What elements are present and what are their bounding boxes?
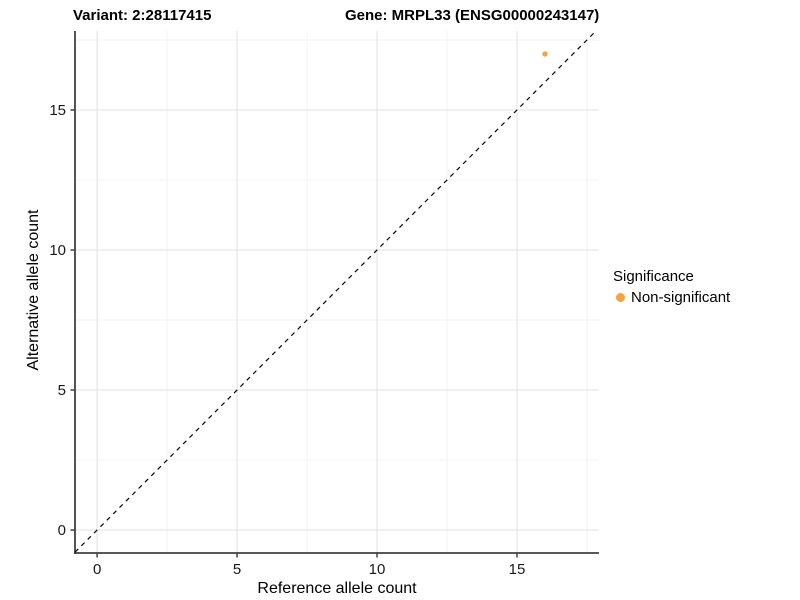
legend-point-icon [616,293,625,302]
x-tick-label: 10 [369,561,386,578]
plot-title-gene: Gene: MRPL33 (ENSG00000243147) [345,7,600,24]
legend-item-label: Non-significant [631,289,731,306]
x-tick-label: 15 [509,561,526,578]
legend-item-non-significant: Non-significant [613,289,730,306]
identity-line [74,30,597,553]
data-point [542,51,548,57]
y-tick-label: 15 [49,102,66,119]
y-tick-label: 10 [49,242,66,259]
plot-title-variant: Variant: 2:28117415 [73,7,212,24]
x-tick-label: 5 [233,561,241,578]
legend-title: Significance [613,268,694,285]
x-tick-label: 0 [93,561,101,578]
y-tick-label: 0 [58,522,66,539]
legend: Significance Non-significant [613,268,730,306]
y-axis-title: Alternative allele count [25,209,42,371]
x-axis-title: Reference allele count [257,580,417,597]
y-tick-label: 5 [58,382,66,399]
